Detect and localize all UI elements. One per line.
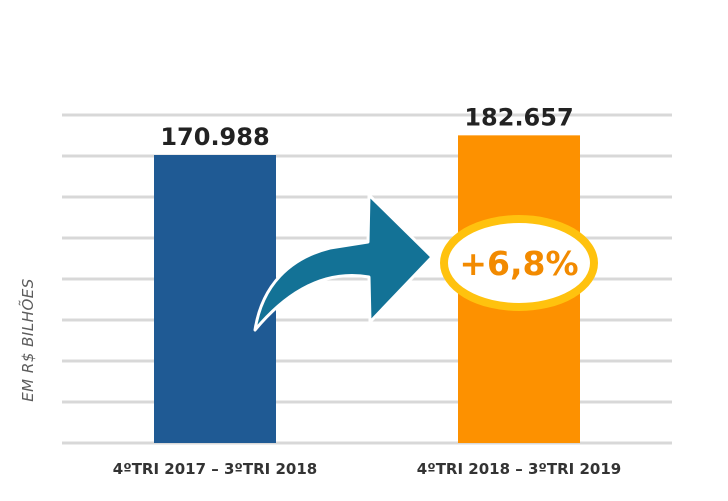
growth-label: +6,8% xyxy=(459,244,578,283)
growth-badge xyxy=(440,215,598,311)
bar xyxy=(154,155,276,443)
value-label: 170.988 xyxy=(160,123,269,151)
value-label: 182.657 xyxy=(464,103,573,131)
growth-arrow xyxy=(253,193,434,332)
category-label: 4ºTRI 2017 – 3ºTRI 2018 xyxy=(113,460,317,478)
labels: 170.988 4ºTRI 2017 – 3ºTRI 2018 182.657 4ºT… xyxy=(113,103,621,478)
category-label: 4ºTRI 2018 – 3ºTRI 2019 xyxy=(417,460,621,478)
